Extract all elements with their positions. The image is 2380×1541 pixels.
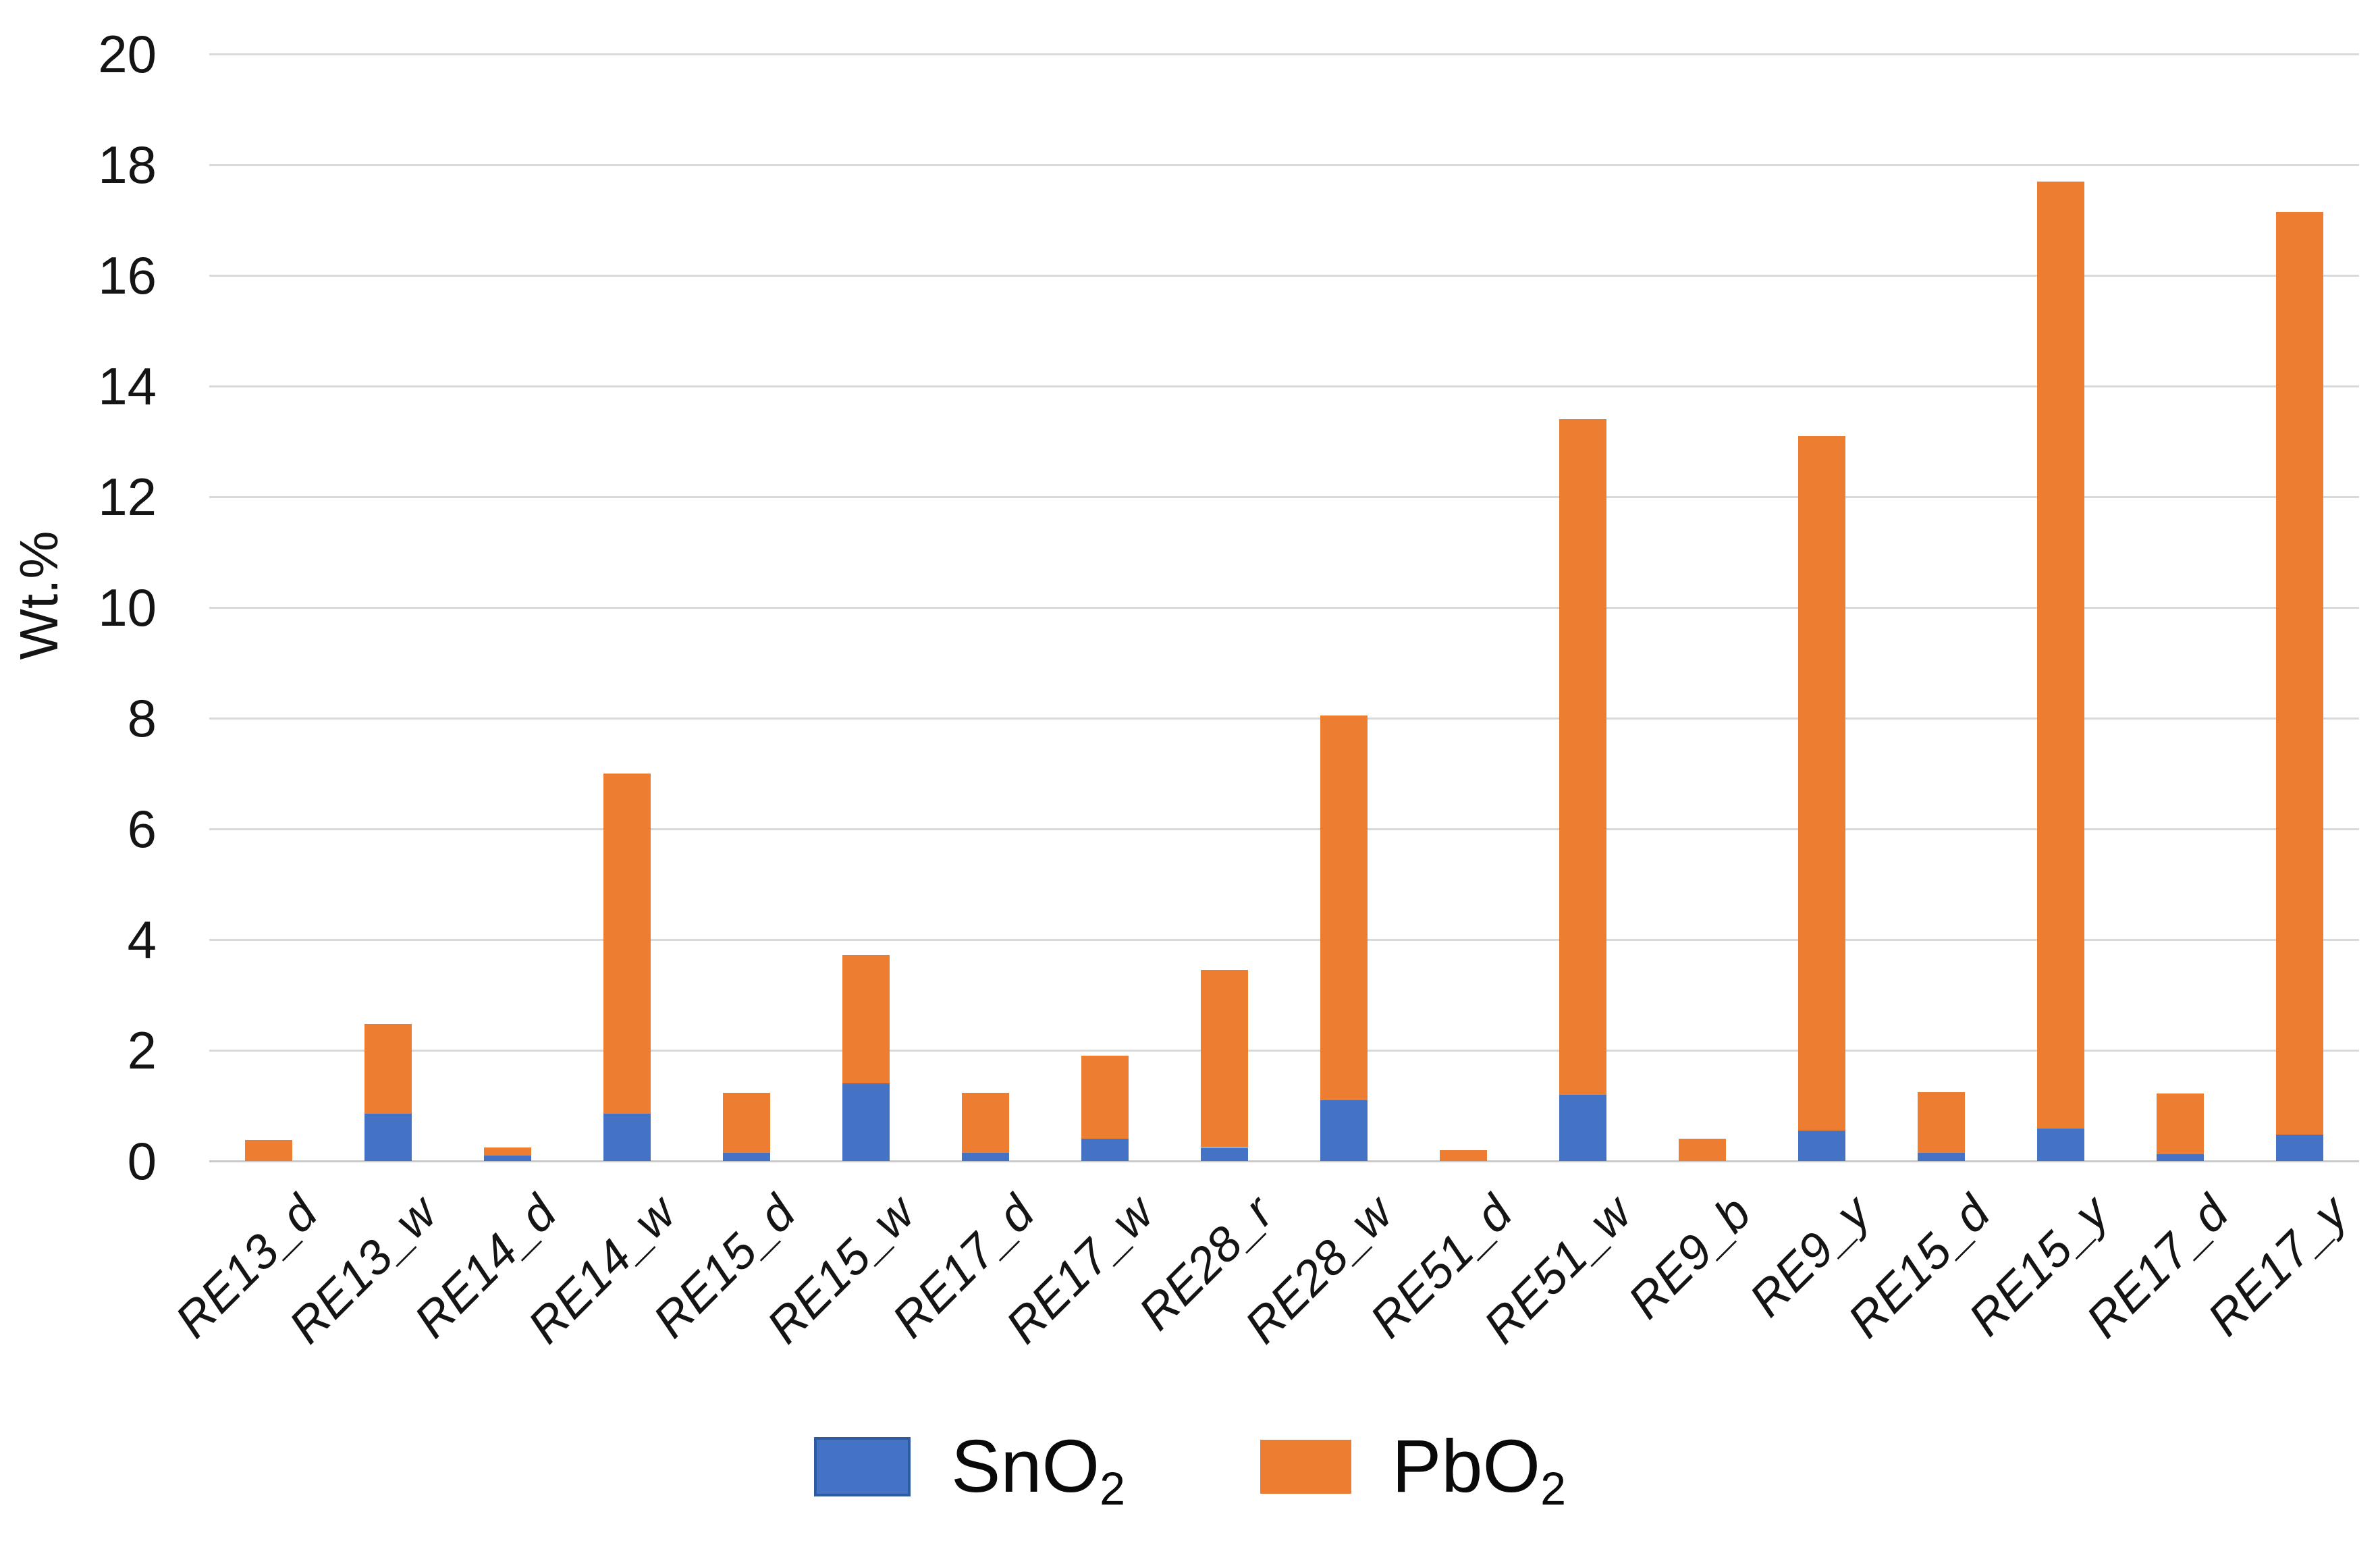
gridline-10	[209, 606, 2359, 609]
bar-RE51_w-SnO2-segment	[1559, 1094, 1606, 1161]
y-tick-label-20: 20	[98, 24, 157, 84]
bar-RE15_d-SnO2-segment	[723, 1152, 771, 1161]
bar-RE17_d-PbO2-segment	[2156, 1093, 2204, 1155]
y-tick-label-10: 10	[98, 578, 157, 637]
gridline-14	[209, 385, 2359, 387]
bar-RE17_w-SnO2-segment	[1081, 1139, 1129, 1161]
legend-item-pbo2: PbO2	[1260, 1430, 1566, 1513]
bar-RE15_w-SnO2-segment	[842, 1083, 890, 1161]
bar-RE9_y-PbO2-segment	[1797, 435, 1845, 1131]
bar-RE15_y-SnO2-segment	[2036, 1129, 2084, 1161]
y-tick-label-6: 6	[127, 799, 157, 859]
y-tick-label-18: 18	[98, 135, 157, 194]
gridline-16	[209, 274, 2359, 277]
gridline-12	[209, 495, 2359, 498]
bar-RE9_y-SnO2-segment	[1797, 1130, 1845, 1161]
legend-label-pbo2: PbO2	[1392, 1430, 1566, 1513]
bar-RE14_w-SnO2-segment	[603, 1114, 651, 1161]
x-tick-label-12-RE9_b: RE9_b	[1617, 1185, 1762, 1329]
bar-RE17_d-SnO2-segment	[2156, 1154, 2204, 1161]
bar-RE17_y-SnO2-segment	[2275, 1134, 2323, 1161]
legend-label-sno2-subscript: 2	[1100, 1463, 1125, 1515]
bar-RE15_d-SnO2-segment	[1917, 1152, 1965, 1161]
bar-RE15_w-PbO2-segment	[842, 954, 890, 1084]
y-tick-label-8: 8	[127, 688, 157, 748]
bar-RE14_d-SnO2-segment	[484, 1155, 532, 1161]
gridline-6	[209, 828, 2359, 830]
bar-RE17_d-PbO2-segment	[962, 1093, 1010, 1153]
bar-RE13_w-SnO2-segment	[364, 1114, 412, 1161]
bar-RE15_d-PbO2-segment	[1917, 1091, 1965, 1153]
y-tick-label-14: 14	[98, 356, 157, 416]
bar-RE15_d-PbO2-segment	[723, 1093, 771, 1153]
gridline-18	[209, 163, 2359, 166]
legend-item-sno2: SnO2	[813, 1430, 1125, 1513]
gridline-2	[209, 1049, 2359, 1052]
y-tick-label-12: 12	[98, 467, 157, 526]
y-tick-label-4: 4	[127, 910, 157, 969]
bar-RE13_w-PbO2-segment	[364, 1024, 412, 1114]
legend-label-sno2-base: SnO	[950, 1425, 1100, 1508]
y-tick-label-0: 0	[127, 1131, 157, 1191]
bar-RE51_w-PbO2-segment	[1559, 419, 1606, 1095]
bar-RE17_d-SnO2-segment	[962, 1152, 1010, 1161]
sno2-legend-swatch	[813, 1437, 911, 1496]
bar-RE9_b-PbO2-segment	[1678, 1139, 1726, 1161]
gridline-0	[209, 1160, 2359, 1162]
legend-label-pbo2-subscript: 2	[1540, 1463, 1567, 1515]
bar-RE28_w-PbO2-segment	[1320, 715, 1368, 1100]
y-tick-label-16: 16	[98, 246, 157, 305]
bar-RE28_w-SnO2-segment	[1320, 1100, 1368, 1161]
bar-RE13_d-PbO2-segment	[245, 1139, 293, 1161]
gridline-4	[209, 938, 2359, 941]
legend-label-pbo2-base: PbO	[1392, 1425, 1541, 1508]
y-tick-label-2: 2	[127, 1021, 157, 1080]
bar-RE17_w-PbO2-segment	[1081, 1056, 1129, 1139]
bar-RE14_d-PbO2-segment	[484, 1147, 532, 1156]
pbo2-legend-swatch	[1260, 1440, 1351, 1494]
gridline-8	[209, 717, 2359, 720]
bar-RE51_d-PbO2-segment	[1439, 1150, 1487, 1161]
bar-RE28_r-SnO2-segment	[1201, 1147, 1249, 1161]
legend: SnO2 PbO2	[0, 1430, 2380, 1513]
bar-RE14_w-PbO2-segment	[603, 774, 651, 1114]
bar-RE15_y-PbO2-segment	[2036, 181, 2084, 1129]
bar-RE28_r-PbO2-segment	[1201, 970, 1249, 1147]
gridline-20	[209, 53, 2359, 55]
legend-label-sno2: SnO2	[951, 1430, 1125, 1513]
bar-RE17_y-PbO2-segment	[2275, 211, 2323, 1135]
